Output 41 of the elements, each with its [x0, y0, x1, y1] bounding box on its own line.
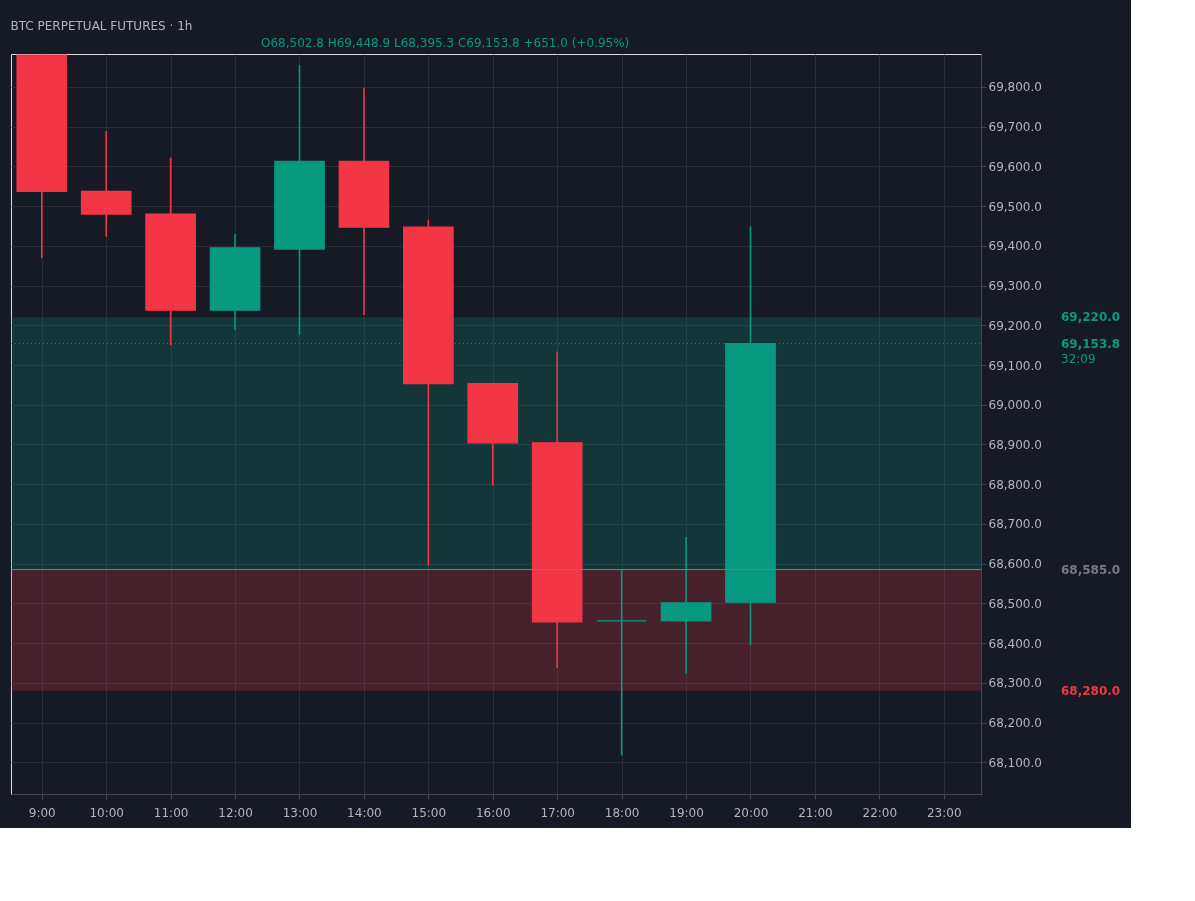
text: 32:09: [1061, 351, 1096, 366]
y-tick-label: 68,400.0: [988, 636, 1042, 651]
y-tick-label: 69,000.0: [988, 398, 1042, 413]
x-tick-label: 13:00: [282, 805, 318, 820]
x-tick-label: 11:00: [153, 805, 189, 820]
y-tick-label: 69,500.0: [988, 199, 1042, 214]
y-tick-label: 69,300.0: [988, 279, 1042, 294]
y-tick-label: 68,800.0: [988, 477, 1042, 492]
y-tick-label: 69,100.0: [988, 358, 1042, 373]
ref-line-label: 69,153.8: [1061, 336, 1121, 351]
x-tick-label: 12:00: [218, 805, 253, 820]
y-tick-label: 68,600.0: [988, 557, 1042, 572]
y-tick-label: 69,400.0: [988, 239, 1042, 254]
y-tick-label: 68,200.0: [988, 716, 1042, 730]
x-tick-label: 23:00: [926, 805, 962, 820]
x-tick-label: 16:00: [475, 805, 511, 820]
x-tick-label: 9:00: [28, 805, 56, 820]
band-label: 69,220.0: [1061, 310, 1121, 325]
y-tick-label: 68,700.0: [988, 517, 1042, 532]
y-tick-label: 69,600.0: [988, 159, 1042, 174]
x-tick-label: 21:00: [798, 805, 833, 820]
y-tick-label: 69,700.0: [988, 120, 1042, 135]
x-tick-label: 18:00: [604, 805, 640, 820]
ref-line-label: 68,585.0: [1061, 562, 1121, 577]
x-tick-label: 15:00: [411, 805, 447, 820]
y-tick-label: 68,900.0: [988, 437, 1042, 452]
x-tick-label: 10:00: [89, 805, 124, 820]
y-tick-label: 68,500.0: [988, 596, 1042, 611]
y-tick-label: 69,200.0: [988, 318, 1042, 333]
chart-title: BTC PERPETUAL FUTURES · 1h: [10, 19, 193, 33]
x-tick-label: 17:00: [540, 805, 575, 820]
x-tick-label: 14:00: [347, 805, 382, 820]
y-tick-label: 68,300.0: [988, 676, 1042, 691]
x-tick-label: 20:00: [733, 805, 769, 820]
text: O68,502.8 H69,448.9 L68,395.3 C69,153.8 +651.0 (+0.95%): [261, 36, 630, 50]
band-label: 68,280.0: [1061, 683, 1121, 698]
y-tick-label: 68,100.0: [988, 755, 1042, 770]
y-tick-label: 69,800.0: [988, 80, 1042, 95]
x-tick-label: 22:00: [862, 805, 898, 820]
x-tick-label: 19:00: [669, 805, 704, 820]
candlestick: [596, 568, 647, 757]
